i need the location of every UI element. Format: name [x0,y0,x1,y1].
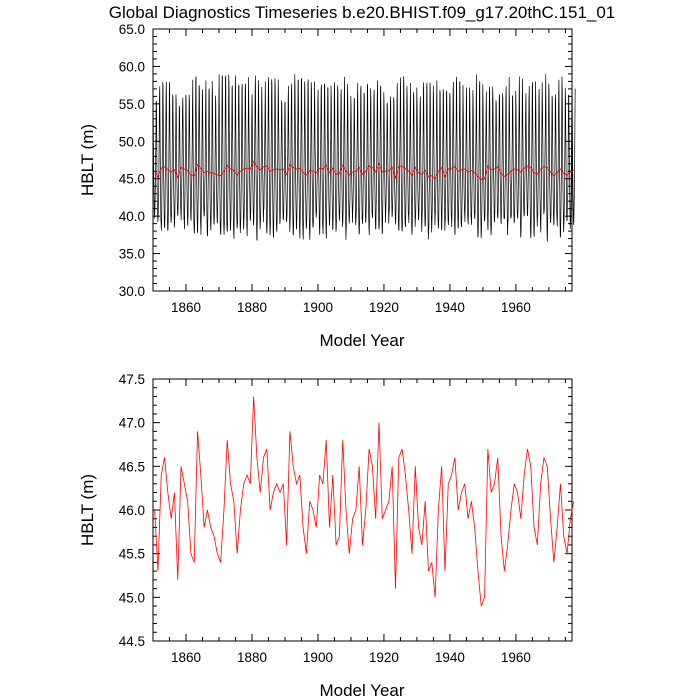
bottom-y-axis-label: HBLT (m) [78,474,97,546]
top-y-tick-label: 65.0 [119,22,145,37]
bottom-y-tick-label: 46.0 [119,503,145,518]
top-panel: 30.0 35.0 40.0 45.0 50.0 55.0 60.0 65.0 … [78,22,576,350]
annual-series-line-bottom [154,396,575,607]
bottom-x-tick-label: 1960 [501,650,531,665]
top-y-tick-label: 35.0 [119,247,145,262]
top-plot-frame [152,28,573,292]
top-x-tick-label: 1880 [237,300,267,315]
bottom-panel: 44.5 45.0 45.5 46.0 46.5 47.0 47.5 1860 … [78,372,575,700]
bottom-y-tick-labels: 44.5 45.0 45.5 46.0 46.5 47.0 47.5 [119,372,145,649]
bottom-x-tick-label: 1940 [435,650,465,665]
top-y-tick-label: 50.0 [119,134,145,149]
bottom-y-tick-label: 46.5 [119,459,145,474]
top-x-axis-label: Model Year [319,331,404,350]
annual-series-line-top [154,160,574,180]
top-y-tick-label: 40.0 [119,209,145,224]
top-x-tick-label: 1940 [435,300,465,315]
bottom-y-tick-label: 47.5 [119,372,145,387]
bottom-x-tick-labels: 1860 1880 1900 1920 1940 1960 [171,650,531,665]
bottom-x-tick-label: 1920 [369,650,399,665]
top-y-axis-label: HBLT (m) [78,124,97,196]
bottom-axis-ticks [152,378,572,642]
top-y-tick-label: 30.0 [119,284,145,299]
top-x-tick-label: 1900 [303,300,333,315]
bottom-y-tick-label: 45.5 [119,547,145,562]
bottom-x-tick-label: 1880 [237,650,267,665]
bottom-x-tick-label: 1900 [303,650,333,665]
top-x-tick-label: 1920 [369,300,399,315]
top-x-tick-label: 1960 [501,300,531,315]
top-y-tick-label: 45.0 [119,172,145,187]
top-y-tick-labels: 30.0 35.0 40.0 45.0 50.0 55.0 60.0 65.0 [119,22,145,299]
top-x-tick-labels: 1860 1880 1900 1920 1940 1960 [171,300,531,315]
bottom-y-tick-label: 44.5 [119,634,145,649]
bottom-x-axis-label: Model Year [319,681,404,700]
top-x-tick-label: 1860 [171,300,201,315]
bottom-y-tick-label: 45.0 [119,590,145,605]
bottom-y-tick-label: 47.0 [119,416,145,431]
top-y-tick-label: 55.0 [119,97,145,112]
monthly-series-line [152,74,576,242]
top-y-tick-label: 60.0 [119,59,145,74]
bottom-x-tick-label: 1860 [171,650,201,665]
chart-title: Global Diagnostics Timeseries b.e20.BHIS… [109,3,616,22]
